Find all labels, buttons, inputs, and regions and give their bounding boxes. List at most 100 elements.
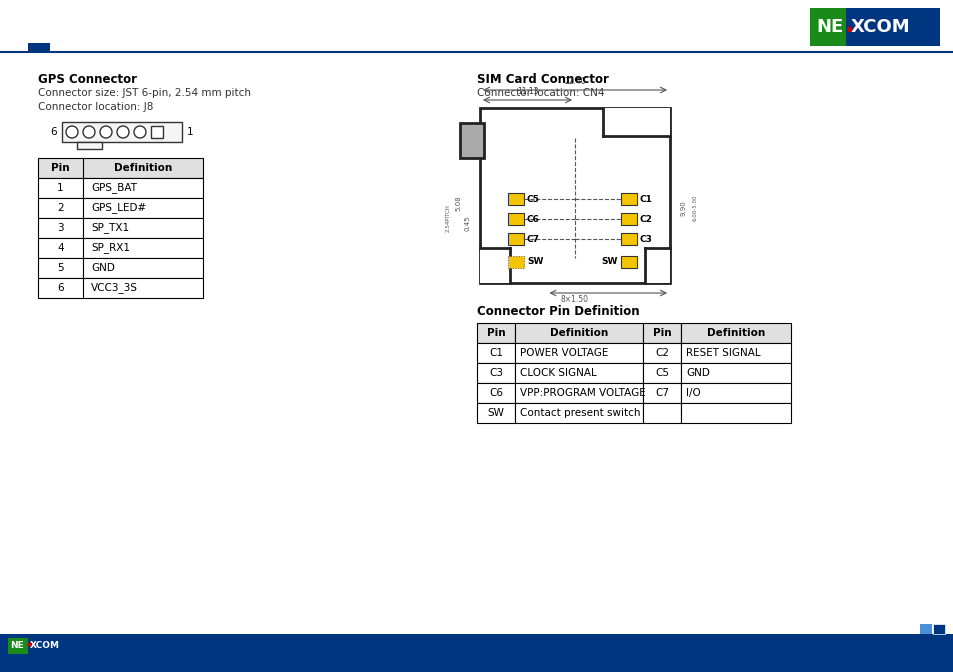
Bar bbox=[620, 256, 637, 268]
Bar bbox=[77, 142, 102, 149]
Bar bbox=[845, 8, 939, 46]
Text: C3: C3 bbox=[639, 235, 652, 243]
Bar bbox=[476, 363, 515, 383]
Text: SW: SW bbox=[526, 257, 543, 267]
Text: 6: 6 bbox=[51, 127, 57, 137]
Circle shape bbox=[66, 126, 78, 138]
Bar bbox=[38, 218, 203, 238]
Bar bbox=[680, 383, 790, 403]
Bar bbox=[680, 363, 790, 383]
Bar bbox=[809, 8, 845, 46]
Text: 1: 1 bbox=[57, 183, 64, 193]
Circle shape bbox=[133, 126, 146, 138]
Text: GND: GND bbox=[685, 368, 709, 378]
Bar bbox=[476, 343, 515, 363]
Text: C6: C6 bbox=[489, 388, 502, 398]
Bar bbox=[8, 638, 28, 654]
Bar bbox=[38, 158, 203, 178]
Text: NE: NE bbox=[815, 18, 842, 36]
Bar bbox=[28, 43, 50, 52]
Text: Pin: Pin bbox=[652, 328, 671, 338]
Text: C5: C5 bbox=[655, 368, 668, 378]
Text: Contact present switch: Contact present switch bbox=[519, 408, 639, 418]
Text: I/O: I/O bbox=[685, 388, 700, 398]
Bar bbox=[62, 122, 182, 142]
Text: 6.00-5.00: 6.00-5.00 bbox=[692, 195, 697, 221]
Bar bbox=[38, 198, 203, 218]
Text: 9.90: 9.90 bbox=[680, 200, 686, 216]
Text: 22.40: 22.40 bbox=[563, 77, 585, 86]
Text: C7: C7 bbox=[526, 235, 539, 243]
Text: Pin: Pin bbox=[51, 163, 70, 173]
Text: SW: SW bbox=[487, 408, 504, 418]
Bar bbox=[620, 193, 637, 205]
Bar bbox=[515, 403, 642, 423]
Bar bbox=[515, 343, 642, 363]
Text: C2: C2 bbox=[655, 348, 668, 358]
Text: C1: C1 bbox=[639, 194, 652, 204]
Text: GND: GND bbox=[91, 263, 114, 273]
Text: XCOM: XCOM bbox=[30, 642, 60, 650]
Circle shape bbox=[117, 126, 129, 138]
Bar bbox=[644, 248, 669, 283]
Text: RESET SIGNAL: RESET SIGNAL bbox=[685, 348, 760, 358]
Text: GPS_BAT: GPS_BAT bbox=[91, 183, 137, 194]
Circle shape bbox=[100, 126, 112, 138]
Text: 5: 5 bbox=[57, 263, 64, 273]
Text: POWER VOLTAGE: POWER VOLTAGE bbox=[519, 348, 608, 358]
Text: 11.13: 11.13 bbox=[517, 87, 537, 96]
Bar bbox=[932, 624, 944, 634]
Text: CLOCK SIGNAL: CLOCK SIGNAL bbox=[519, 368, 597, 378]
Bar bbox=[476, 383, 515, 403]
Bar bbox=[151, 126, 163, 138]
Text: Pin: Pin bbox=[486, 328, 505, 338]
Text: C6: C6 bbox=[526, 214, 539, 224]
Bar bbox=[919, 624, 931, 634]
Text: Definition: Definition bbox=[113, 163, 172, 173]
Text: C3: C3 bbox=[489, 368, 502, 378]
Bar bbox=[459, 123, 483, 158]
Text: Connector location: J8: Connector location: J8 bbox=[38, 102, 153, 112]
Text: VPP:PROGRAM VOLTAGE: VPP:PROGRAM VOLTAGE bbox=[519, 388, 645, 398]
Text: Connector size: JST 6-pin, 2.54 mm pitch: Connector size: JST 6-pin, 2.54 mm pitch bbox=[38, 88, 251, 98]
Text: XCOM: XCOM bbox=[849, 18, 909, 36]
Bar bbox=[507, 233, 523, 245]
Text: 2.54PITCH: 2.54PITCH bbox=[445, 204, 450, 232]
Bar bbox=[28, 638, 78, 654]
Text: Connector location: CN4: Connector location: CN4 bbox=[476, 88, 604, 98]
Bar bbox=[642, 383, 680, 403]
Text: SP_TX1: SP_TX1 bbox=[91, 222, 129, 233]
Text: 8×1.50: 8×1.50 bbox=[560, 295, 588, 304]
Bar bbox=[476, 403, 515, 423]
Bar bbox=[479, 108, 669, 283]
Text: SW: SW bbox=[601, 257, 618, 267]
Bar bbox=[642, 323, 680, 343]
Text: GPS Connector: GPS Connector bbox=[38, 73, 137, 86]
Bar bbox=[620, 233, 637, 245]
Bar bbox=[479, 248, 510, 283]
Bar bbox=[507, 213, 523, 225]
Bar bbox=[642, 343, 680, 363]
Bar bbox=[515, 323, 642, 343]
Bar bbox=[476, 323, 515, 343]
Bar bbox=[38, 258, 203, 278]
Bar bbox=[680, 323, 790, 343]
Text: 3: 3 bbox=[57, 223, 64, 233]
Bar bbox=[680, 403, 790, 423]
Bar bbox=[0, 634, 953, 672]
Bar bbox=[620, 213, 637, 225]
Bar bbox=[38, 178, 203, 198]
Text: 0.45: 0.45 bbox=[464, 215, 471, 230]
Text: Definition: Definition bbox=[706, 328, 764, 338]
Bar bbox=[507, 193, 523, 205]
Text: SIM Card Connector: SIM Card Connector bbox=[476, 73, 608, 86]
Text: 2: 2 bbox=[57, 203, 64, 213]
Bar bbox=[515, 383, 642, 403]
Text: 5.08: 5.08 bbox=[455, 195, 460, 211]
Text: C1: C1 bbox=[489, 348, 502, 358]
Text: VCC3_3S: VCC3_3S bbox=[91, 282, 138, 294]
Text: C7: C7 bbox=[655, 388, 668, 398]
Bar bbox=[642, 403, 680, 423]
Text: GPS_LED#: GPS_LED# bbox=[91, 202, 146, 214]
Bar bbox=[515, 363, 642, 383]
